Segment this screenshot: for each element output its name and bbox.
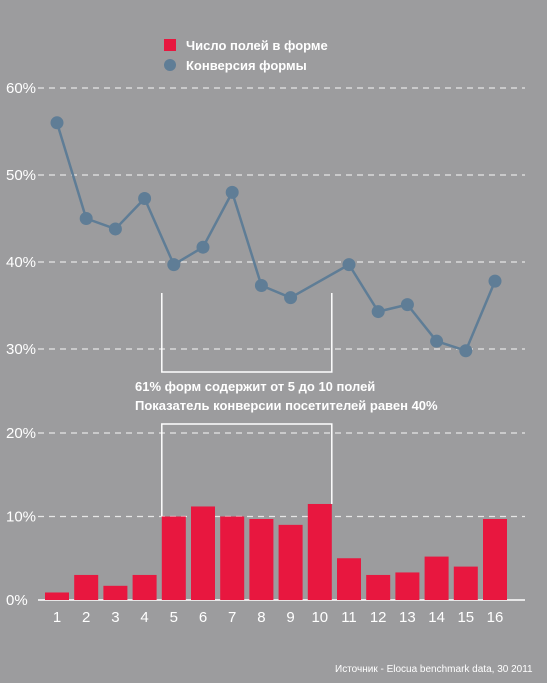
line-point — [488, 274, 502, 288]
x-tick-label: 10 — [311, 609, 328, 626]
line-point — [254, 278, 268, 292]
line-point — [196, 240, 210, 254]
line-series — [50, 116, 502, 358]
bar — [453, 566, 478, 600]
x-tick-label: 1 — [53, 609, 61, 626]
bar — [249, 519, 274, 600]
bar — [366, 574, 391, 600]
bar — [103, 585, 128, 600]
legend-swatch-line — [164, 59, 176, 71]
bar — [132, 574, 157, 600]
bar — [45, 592, 69, 600]
y-tick-label: 60% — [6, 80, 36, 97]
x-tick-label: 15 — [457, 609, 474, 626]
line-point — [225, 185, 239, 199]
legend-label-bars: Число полей в форме — [186, 38, 328, 53]
x-tick-label: 11 — [341, 609, 357, 626]
bracket-upper — [161, 293, 333, 373]
line-point — [50, 116, 64, 130]
line-point — [342, 258, 356, 272]
line-point — [167, 258, 181, 272]
line-point — [108, 222, 122, 236]
bar — [483, 519, 507, 600]
x-tick-label: 4 — [140, 609, 148, 626]
line-point — [284, 291, 298, 305]
bar — [424, 556, 449, 600]
bracket-lower — [161, 423, 333, 516]
bar — [161, 516, 186, 600]
bar — [278, 524, 303, 600]
x-tick-label: 2 — [82, 609, 90, 626]
x-tick-label: 9 — [286, 609, 294, 626]
y-tick-label: 30% — [6, 341, 36, 358]
bar — [307, 503, 332, 600]
x-tick-label: 16 — [487, 609, 504, 626]
conversion-line — [55, 122, 497, 352]
grid — [38, 87, 525, 601]
x-tick-label: 3 — [111, 609, 119, 626]
source-note: Источник - Elocua benchmark data, 30 201… — [335, 664, 533, 675]
y-tick-label: 0% — [6, 592, 28, 609]
bar — [220, 516, 245, 600]
line-point — [459, 344, 473, 358]
axis-ticks: 0%10%20%30%40%50%60%1 2 3 4 5 6 7 8 9 10 11 12 13 14 1… — [6, 80, 503, 626]
x-tick-label: 7 — [228, 609, 236, 626]
x-tick-label: 5 — [170, 609, 178, 626]
x-tick-label: 6 — [199, 609, 207, 626]
x-tick-label: 8 — [257, 609, 265, 626]
line-point — [371, 305, 385, 319]
annotation-line-1: 61% форм содержит от 5 до 10 полей — [135, 379, 375, 394]
x-tick-label: 12 — [370, 609, 387, 626]
y-tick-label: 40% — [6, 254, 36, 271]
line-point — [79, 212, 93, 225]
legend-swatch-bars — [164, 39, 176, 51]
y-tick-label: 20% — [6, 425, 36, 442]
line-point — [430, 334, 444, 348]
y-tick-label: 50% — [6, 167, 36, 184]
x-tick-label: 13 — [399, 609, 416, 626]
legend-label-line: Конверсия формы — [186, 58, 307, 73]
y-tick-label: 10% — [6, 509, 36, 526]
line-point — [138, 191, 152, 205]
bar-series — [45, 503, 507, 600]
bar — [191, 506, 215, 600]
bar — [395, 572, 420, 600]
bar — [337, 558, 361, 600]
annotation-line-2: Показатель конверсии посетителей равен 4… — [135, 398, 438, 413]
annotation-bracket — [161, 293, 333, 516]
bar — [74, 574, 99, 600]
legend: Число полей в форме Конверсия формы — [164, 38, 328, 73]
x-tick-label: 14 — [428, 609, 445, 626]
line-point — [400, 298, 414, 312]
